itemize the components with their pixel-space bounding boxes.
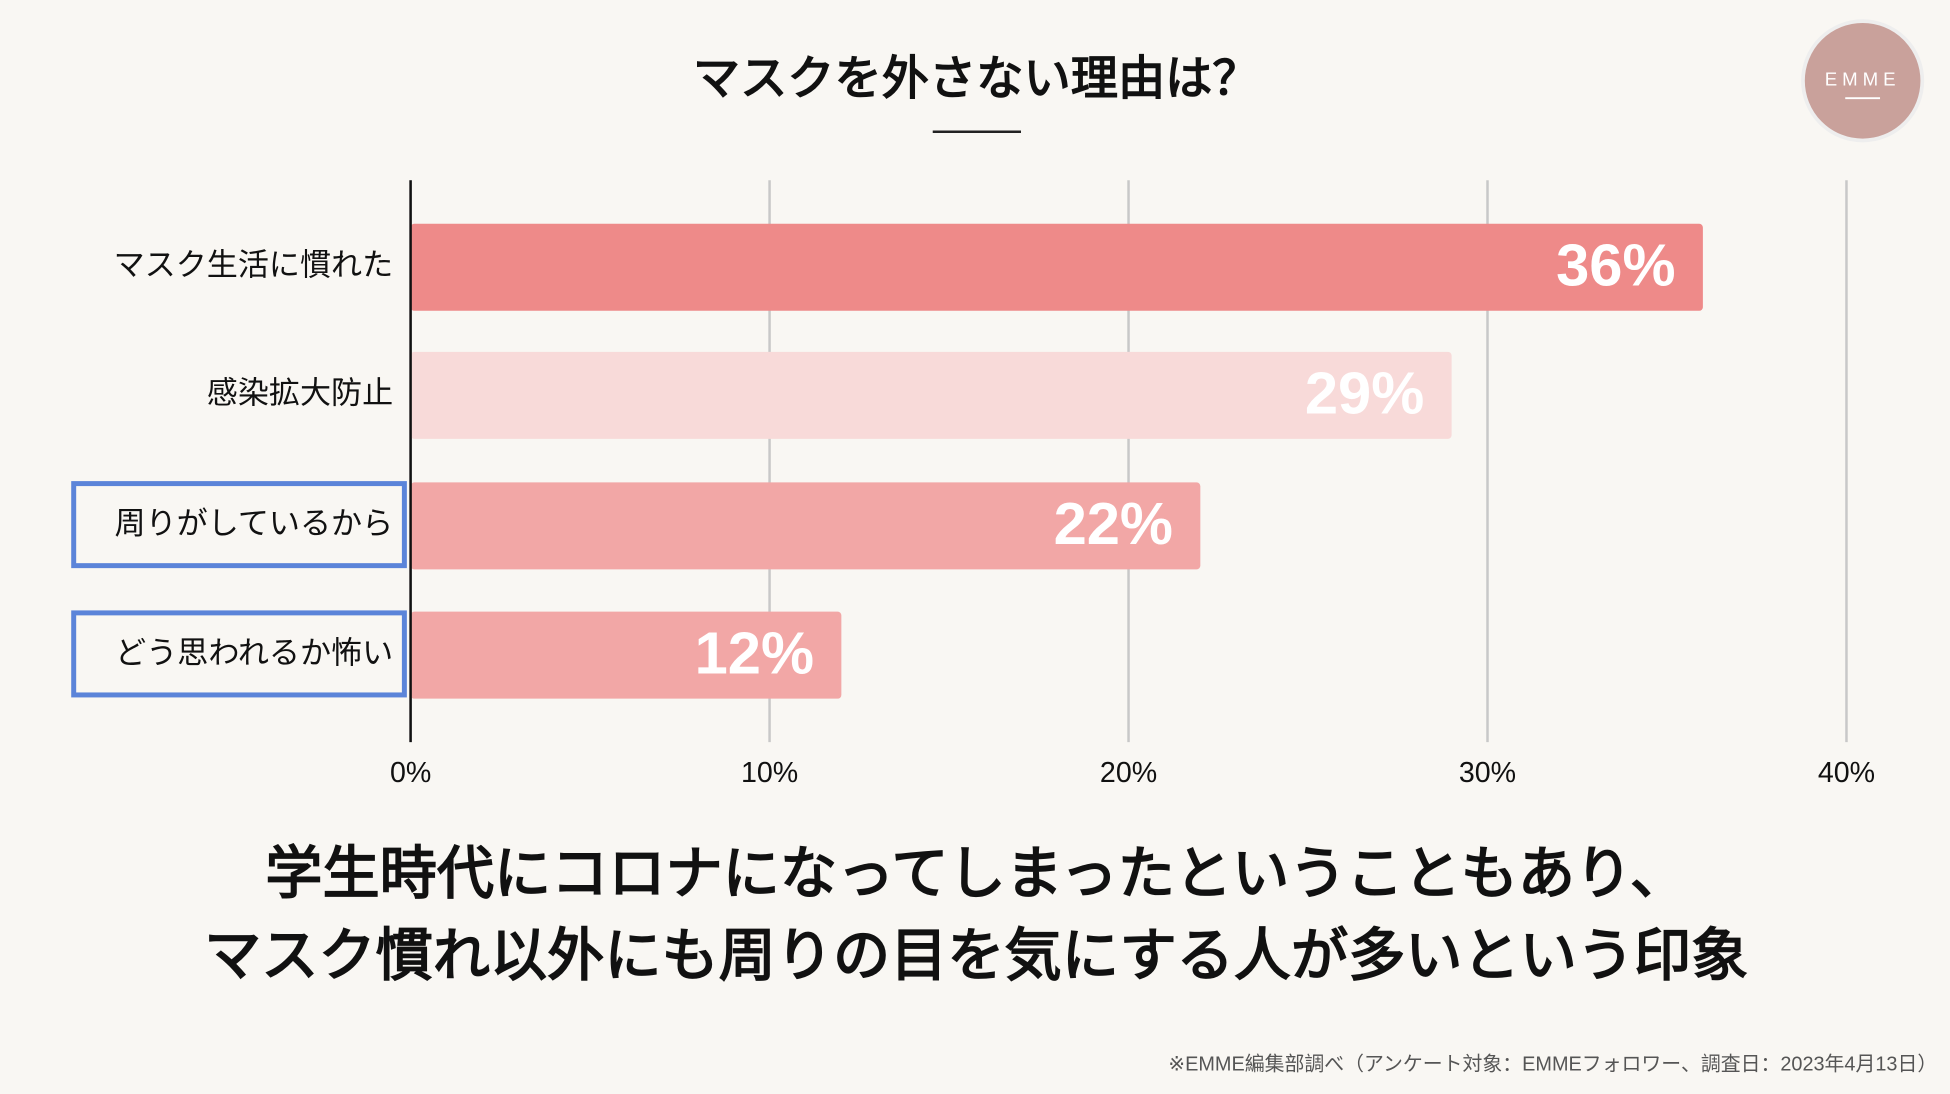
x-tick-label: 40%	[1818, 757, 1875, 789]
chart-title: マスクを外さない理由は？	[693, 53, 1260, 106]
y-tick-label: 感染拡大防止	[207, 376, 393, 411]
footnote: ※EMME編集部調べ（アンケート対象：EMMEフォロワー、調査日：2023年4月…	[1168, 1054, 1937, 1076]
value-label: 22%	[1054, 490, 1173, 557]
bar	[410, 482, 1201, 570]
y-tick-label: どう思われるか怖い	[115, 635, 393, 670]
y-tick-label: 周りがしているから	[115, 506, 394, 541]
x-tick-label: 0%	[390, 757, 431, 789]
highlight-box	[71, 610, 407, 698]
x-tick-label: 30%	[1459, 757, 1516, 789]
value-label: 12%	[695, 619, 814, 686]
y-tick-label: マスク生活に慣れた	[114, 247, 394, 282]
x-tick-label: 20%	[1100, 757, 1157, 789]
logo	[1801, 19, 1925, 143]
plot: 0% 10% 20% 30% 40% 36% マスク生活に慣れた 29% 感染拡大防止 22% 周り…	[71, 180, 1875, 789]
annotation: マスク慣れ以外にも周りの目を気にする人が多いという印象	[204, 924, 1748, 988]
logo-text: EMME	[1825, 69, 1901, 90]
value-label: 36%	[1556, 232, 1675, 299]
value-label: 29%	[1305, 360, 1424, 427]
bar	[410, 223, 1703, 311]
bar	[410, 611, 842, 699]
highlight-box	[71, 481, 407, 569]
annotation: 学生時代にコロナになってしまったということもあり、	[265, 842, 1687, 906]
bar	[410, 351, 1452, 439]
x-tick-label: 10%	[741, 757, 798, 789]
